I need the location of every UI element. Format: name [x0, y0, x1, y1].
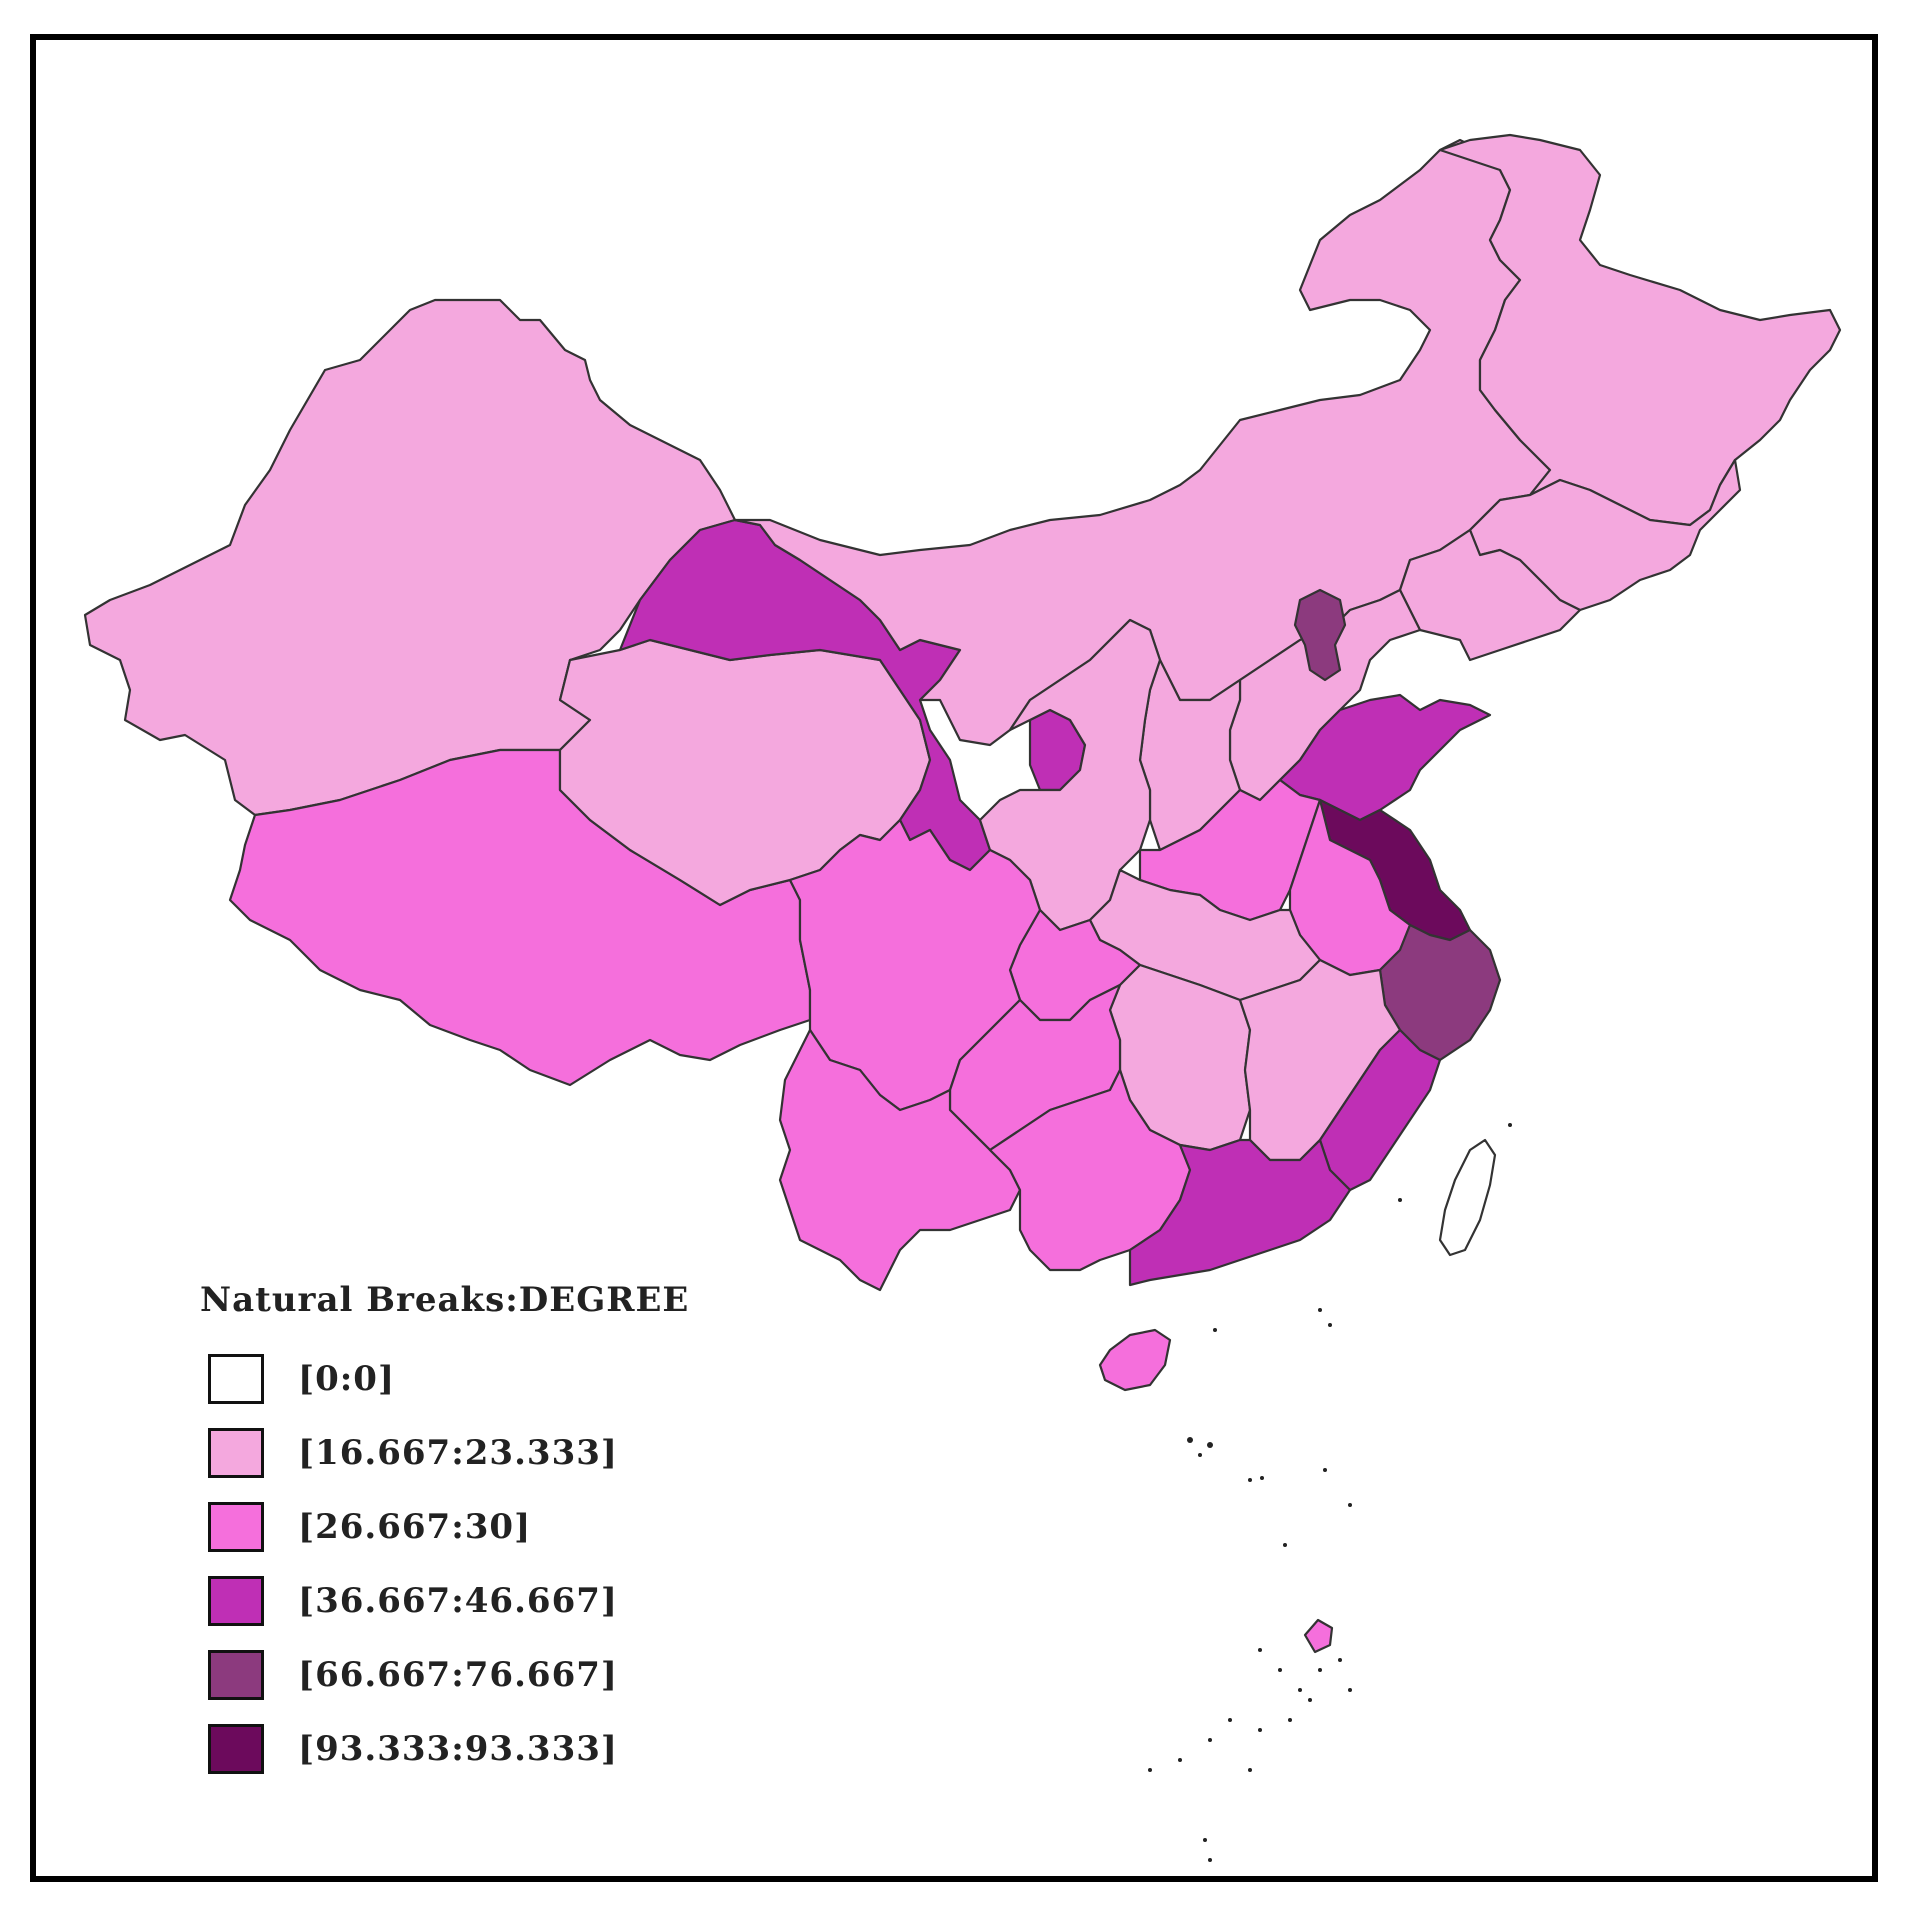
legend-item: [36.667:46.667]	[200, 1564, 689, 1638]
legend-swatch	[208, 1576, 264, 1626]
legend-swatch	[208, 1502, 264, 1552]
legend-swatch	[208, 1724, 264, 1774]
region-south-sea-island	[1303, 1618, 1334, 1654]
legend-item: [0:0]	[200, 1342, 689, 1416]
legend-swatch	[208, 1428, 264, 1478]
region-liaoning	[1398, 528, 1582, 662]
legend: Natural Breaks:DEGREE [0:0] [16.667:23.3…	[200, 1280, 689, 1786]
province-layer	[83, 133, 1842, 1654]
region-beijing-tianjin	[1293, 588, 1347, 682]
legend-swatch	[208, 1354, 264, 1404]
legend-label: [16.667:23.333]	[298, 1433, 618, 1473]
region-taiwan	[1438, 1138, 1497, 1257]
legend-swatch	[208, 1650, 264, 1700]
legend-label: [26.667:30]	[298, 1507, 532, 1547]
legend-item: [26.667:30]	[200, 1490, 689, 1564]
legend-label: [36.667:46.667]	[298, 1581, 618, 1621]
region-yunnan	[778, 1028, 1022, 1292]
islands-layer	[1148, 1123, 1512, 1862]
legend-item: [16.667:23.333]	[200, 1416, 689, 1490]
region-hainan	[1098, 1328, 1172, 1392]
legend-item: [66.667:76.667]	[200, 1638, 689, 1712]
legend-label: [0:0]	[298, 1359, 396, 1399]
legend-title: Natural Breaks:DEGREE	[200, 1280, 690, 1320]
legend-item: [93.333:93.333]	[200, 1712, 689, 1786]
legend-label: [66.667:76.667]	[298, 1655, 618, 1695]
legend-label: [93.333:93.333]	[298, 1729, 618, 1769]
region-guangdong	[1128, 1138, 1352, 1287]
